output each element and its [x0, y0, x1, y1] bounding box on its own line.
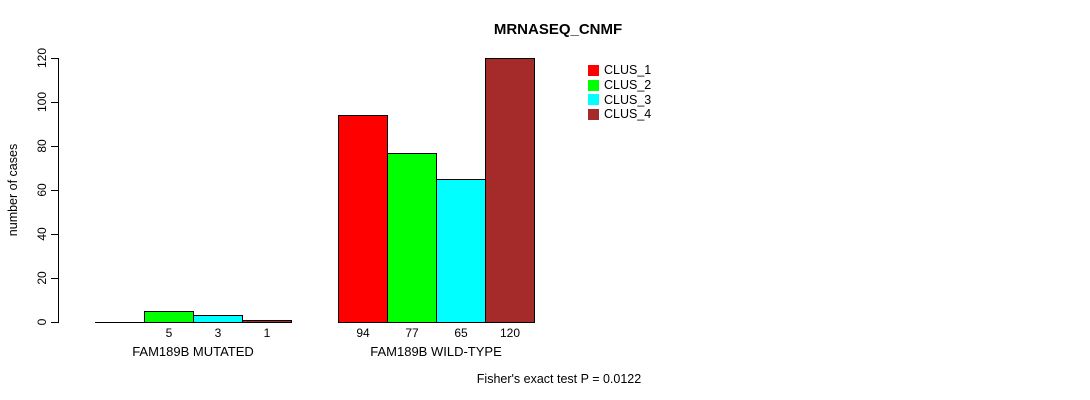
legend-label: CLUS_3 — [604, 92, 652, 107]
y-tick-mark — [51, 58, 58, 59]
y-tick-label: 40 — [35, 227, 49, 241]
legend-item: CLUS_4 — [588, 107, 651, 122]
y-tick-mark — [51, 234, 58, 235]
y-tick-mark — [51, 278, 58, 279]
legend-label: CLUS_2 — [604, 78, 652, 93]
y-tick-label: 100 — [35, 91, 49, 113]
y-tick-label: 80 — [35, 139, 49, 153]
legend-swatch — [588, 94, 599, 106]
legend-item: CLUS_2 — [588, 78, 651, 93]
y-tick-mark — [51, 190, 58, 191]
bar-value-label: 1 — [263, 326, 271, 340]
bar-clus_3 — [193, 315, 243, 323]
chart-title: MRNASEQ_CNMF — [493, 21, 623, 38]
bar-clus_2 — [387, 153, 437, 323]
bar-value-label: 77 — [405, 326, 419, 340]
bar-value-label: 3 — [214, 326, 222, 340]
group-label: FAM189B WILD-TYPE — [370, 344, 502, 359]
legend-label: CLUS_1 — [604, 63, 652, 78]
bar-clus_4 — [242, 320, 292, 323]
legend-swatch — [588, 79, 599, 91]
legend-item: CLUS_3 — [588, 92, 651, 107]
y-tick-label: 0 — [35, 318, 49, 326]
bar-value-label: 94 — [356, 326, 370, 340]
legend-item: CLUS_1 — [588, 63, 651, 78]
y-axis-label: number of cases — [6, 143, 20, 237]
legend: CLUS_1 CLUS_2 CLUS_3 CLUS_4 — [588, 63, 651, 122]
y-tick-mark — [51, 102, 58, 103]
group-label: FAM189B MUTATED — [132, 344, 254, 359]
fisher-test-annotation: Fisher's exact test P = 0.0122 — [476, 372, 642, 386]
legend-swatch — [588, 108, 599, 120]
legend-label: CLUS_4 — [604, 107, 652, 122]
y-tick-mark — [51, 146, 58, 147]
y-tick-label: 120 — [35, 47, 49, 69]
bar-value-label: 5 — [165, 326, 173, 340]
y-axis-line — [58, 58, 59, 323]
bar-clus_1 — [338, 115, 388, 323]
y-tick-label: 20 — [35, 271, 49, 285]
y-tick-label: 60 — [35, 183, 49, 197]
bar-value-label: 65 — [454, 326, 468, 340]
legend-swatch — [588, 64, 599, 76]
bar-clus_4 — [485, 58, 535, 323]
bar-clus_2 — [144, 311, 194, 323]
y-tick-mark — [51, 322, 58, 323]
bar-clus_3 — [436, 179, 486, 323]
bar-value-label: 120 — [499, 326, 521, 340]
